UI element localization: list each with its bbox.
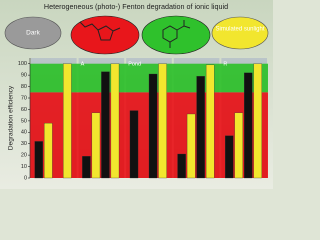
y-tick-label: 30: [21, 141, 27, 147]
legend-label: Simulated sunlight: [215, 27, 264, 33]
y-tick-label: 10: [21, 164, 27, 170]
bar: [110, 63, 120, 179]
bar: [34, 141, 44, 179]
bar: [253, 63, 262, 179]
y-tick-label: 40: [21, 130, 27, 136]
chart-title: Heterogeneous (photo-) Fenton degradatio…: [44, 2, 228, 11]
molecule-oval: [141, 15, 211, 55]
bar: [63, 63, 72, 179]
chart: Heterogeneous (photo-) Fenton degradatio…: [0, 0, 273, 189]
bar: [91, 112, 101, 179]
y-axis-label: Degradation efficiency: [8, 85, 15, 150]
bar: [225, 135, 234, 179]
y-tick-label: 50: [21, 118, 27, 124]
bar: [196, 76, 205, 179]
molecule: [79, 21, 121, 41]
bar: [82, 156, 91, 179]
y-tick-label: 80: [21, 84, 27, 90]
y-tick-label: 70: [21, 95, 27, 101]
bar: [186, 113, 196, 179]
bar: [44, 122, 53, 179]
legend-oval: [211, 16, 269, 50]
molecule: [162, 20, 191, 48]
y-tick-label: 90: [21, 73, 27, 79]
plot-area: 0 10 20 30 40 50 60 70 80 90 100 A Pond R: [18, 58, 268, 181]
molecule-oval: [70, 15, 140, 55]
y-tick-label: 20: [21, 153, 27, 159]
category-label: A: [81, 61, 85, 67]
bar: [148, 73, 158, 179]
legend-oval: [4, 16, 62, 50]
legend-label: Dark: [26, 30, 40, 37]
bar: [129, 110, 139, 179]
bar: [158, 63, 167, 179]
bar: [101, 71, 110, 179]
category-label: R: [223, 61, 227, 67]
bar: [234, 112, 243, 179]
y-tick-label: 60: [21, 107, 27, 113]
bar: [205, 64, 215, 179]
y-tick-label: 100: [18, 61, 27, 67]
bar: [177, 153, 186, 179]
bar: [244, 72, 253, 179]
category-label: Pond: [128, 61, 141, 67]
y-tick-label: 0: [24, 175, 27, 181]
